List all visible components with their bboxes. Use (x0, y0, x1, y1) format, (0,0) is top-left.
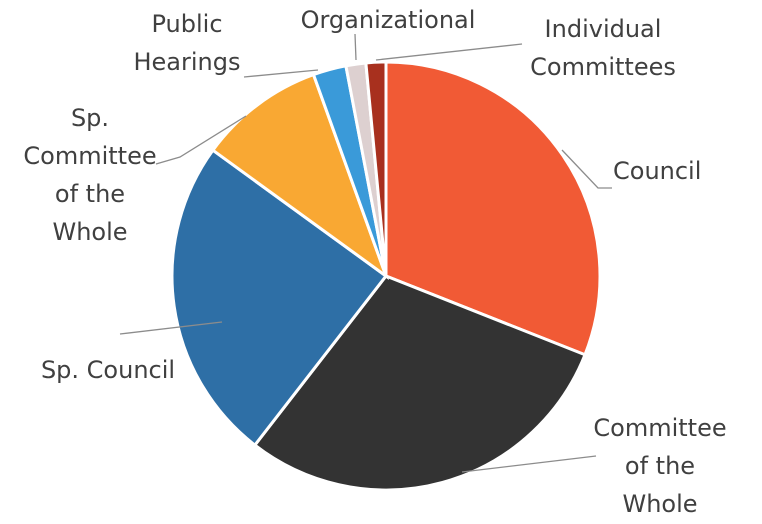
slice-label-line: Council (613, 157, 701, 185)
slice-label-line: Hearings (133, 48, 240, 76)
slice-label: Public Hearings (133, 10, 240, 76)
leader-line (155, 115, 247, 165)
pie-slice (210, 72, 390, 281)
slice-label-line: Organizational (301, 6, 476, 34)
slice-label-line: Committee (593, 414, 726, 442)
slice-label-line: of the (55, 180, 125, 208)
slice-label-line: Public (151, 10, 222, 38)
slice-label-line: of the (625, 452, 695, 480)
leader-line (243, 69, 319, 78)
slice-label: Sp. Council (41, 356, 175, 384)
slice-label: Council (613, 157, 701, 185)
slice-label-line: Whole (622, 490, 697, 518)
pie-slices (170, 60, 602, 492)
slice-label-line: Sp. Council (41, 356, 175, 384)
leader-line (354, 33, 357, 61)
leader-line (561, 149, 612, 189)
slice-label-line: Individual (545, 15, 662, 43)
slice-labels: Council Committee of the Whole Sp. Council Sp… (23, 6, 726, 518)
pie-slice (252, 274, 587, 492)
slice-label: Sp. Committee of the Whole (23, 104, 156, 246)
pie-slice (364, 60, 388, 277)
slice-label-line: Committees (530, 53, 676, 81)
leader-line (375, 43, 523, 61)
slice-label-line: Committee (23, 142, 156, 170)
slice-label-line: Sp. (71, 104, 109, 132)
slice-label-line: Whole (52, 218, 127, 246)
slice-label: Individual Committees (530, 15, 676, 81)
leader-line (119, 321, 223, 335)
pie-slice (170, 148, 389, 448)
pie-slice (384, 60, 602, 357)
slice-label: Organizational (301, 6, 476, 34)
slice-label: Committee of the Whole (593, 414, 726, 518)
leader-line (461, 455, 597, 473)
leader-lines (119, 33, 612, 473)
